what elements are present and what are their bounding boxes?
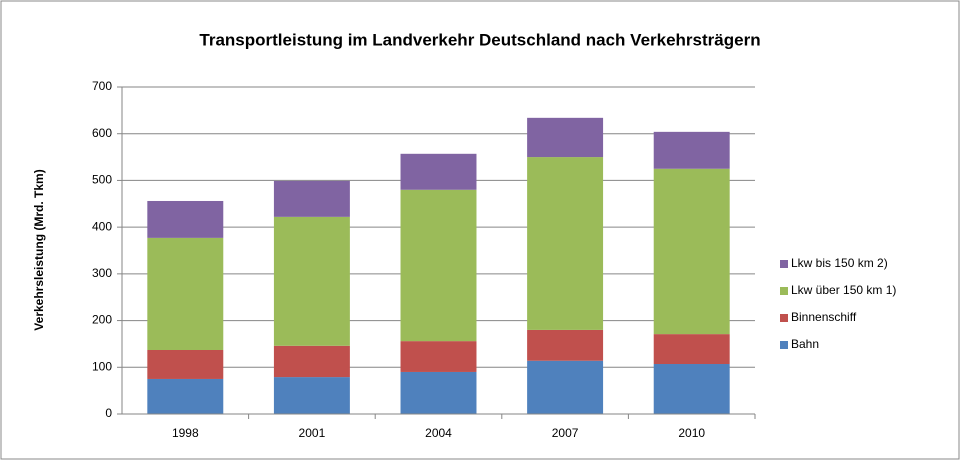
bar-segment bbox=[653, 364, 730, 414]
bar-segment bbox=[147, 237, 224, 351]
bar-segment bbox=[400, 371, 477, 414]
y-tick-label: 300 bbox=[92, 266, 112, 280]
y-tick-label: 200 bbox=[92, 313, 112, 327]
y-tick-label: 500 bbox=[92, 173, 112, 187]
y-axis-label: Verkehrsleistung (Mrd. Tkm) bbox=[32, 169, 46, 330]
bar-segment bbox=[400, 153, 477, 190]
bar-segment bbox=[147, 378, 224, 414]
bar-segment bbox=[527, 117, 604, 158]
bar-segment bbox=[653, 334, 730, 365]
bar-segment bbox=[147, 350, 224, 379]
bar-segment bbox=[273, 216, 350, 346]
bar-segment bbox=[400, 189, 477, 342]
bar-segment bbox=[273, 377, 350, 414]
x-tick-label: 2001 bbox=[299, 426, 326, 440]
legend-swatch bbox=[780, 260, 788, 268]
x-tick-label: 1998 bbox=[172, 426, 199, 440]
x-tick-label: 2010 bbox=[678, 426, 705, 440]
bar-segment bbox=[527, 360, 604, 414]
bar-segment bbox=[147, 200, 224, 238]
bar-segment bbox=[273, 180, 350, 217]
bar-segment bbox=[527, 329, 604, 361]
legend-swatch bbox=[780, 287, 788, 295]
legend-label: Bahn bbox=[791, 337, 819, 351]
x-tick-label: 2004 bbox=[425, 426, 452, 440]
x-tick-label: 2007 bbox=[552, 426, 579, 440]
bar-segment bbox=[653, 168, 730, 335]
y-tick-label: 100 bbox=[92, 359, 112, 373]
bar-segment bbox=[400, 341, 477, 372]
legend-label: Binnenschiff bbox=[791, 310, 857, 324]
bar-segment bbox=[527, 157, 604, 330]
y-tick-label: 600 bbox=[92, 126, 112, 140]
y-tick-label: 700 bbox=[92, 79, 112, 93]
legend-swatch bbox=[780, 341, 788, 349]
bar-segment bbox=[273, 345, 350, 378]
y-tick-label: 400 bbox=[92, 219, 112, 233]
y-tick-label: 0 bbox=[105, 406, 112, 420]
legend-label: Lkw bis 150 km 2) bbox=[791, 256, 888, 270]
legend-label: Lkw über 150 km 1) bbox=[791, 283, 896, 297]
bar-segment bbox=[653, 131, 730, 169]
legend-swatch bbox=[780, 314, 788, 322]
chart-title: Transportleistung im Landverkehr Deutsch… bbox=[199, 30, 760, 49]
